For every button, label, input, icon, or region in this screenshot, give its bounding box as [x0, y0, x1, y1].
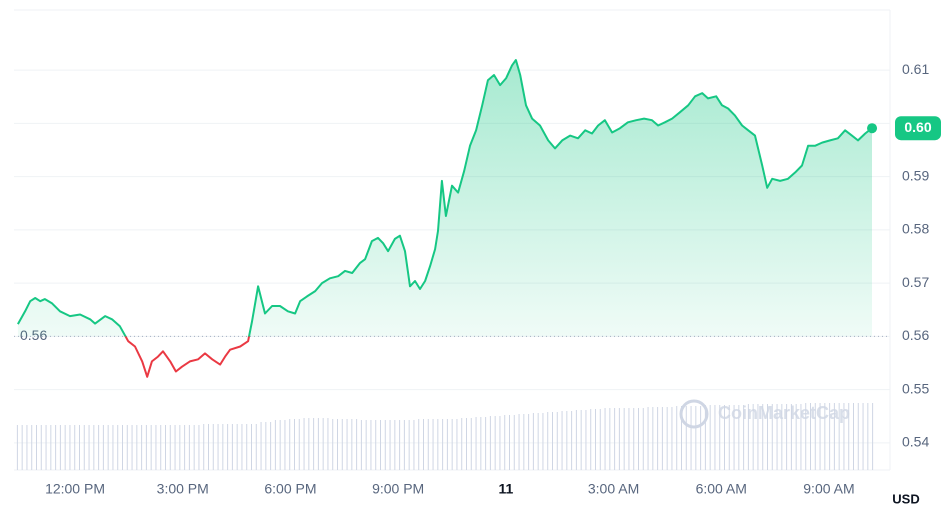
- x-tick-label: 12:00 PM: [45, 481, 105, 497]
- watermark: CoinMarketCap: [718, 403, 850, 423]
- last-price-pill: [895, 116, 941, 141]
- x-tick-label: 3:00 AM: [588, 481, 639, 497]
- x-tick-label: 9:00 AM: [803, 481, 854, 497]
- y-tick-label: 0.61: [902, 61, 929, 77]
- watermark-logo: [679, 399, 709, 429]
- y-tick-label: 0.58: [902, 221, 929, 237]
- last-price-label: 0.60: [904, 119, 931, 135]
- last-price-dot: [867, 123, 878, 134]
- price-line: [17, 59, 873, 378]
- price-area: [17, 60, 872, 337]
- y-tick-label: 0.56: [902, 327, 929, 343]
- x-tick-label: 6:00 PM: [264, 481, 316, 497]
- y-tick-label: 0.57: [902, 274, 929, 290]
- y-tick-label: 0.55: [902, 380, 929, 396]
- x-tick-label: 6:00 AM: [696, 481, 747, 497]
- x-tick-label: 3:00 PM: [157, 481, 209, 497]
- y-tick-label: 0.59: [902, 167, 929, 183]
- x-tick-label: 9:00 PM: [372, 481, 424, 497]
- y-tick-label: 0.54: [902, 434, 929, 450]
- currency-label: USD: [892, 491, 919, 506]
- watermark-logo-circle: [679, 399, 709, 429]
- x-tick-label: 11: [498, 481, 513, 497]
